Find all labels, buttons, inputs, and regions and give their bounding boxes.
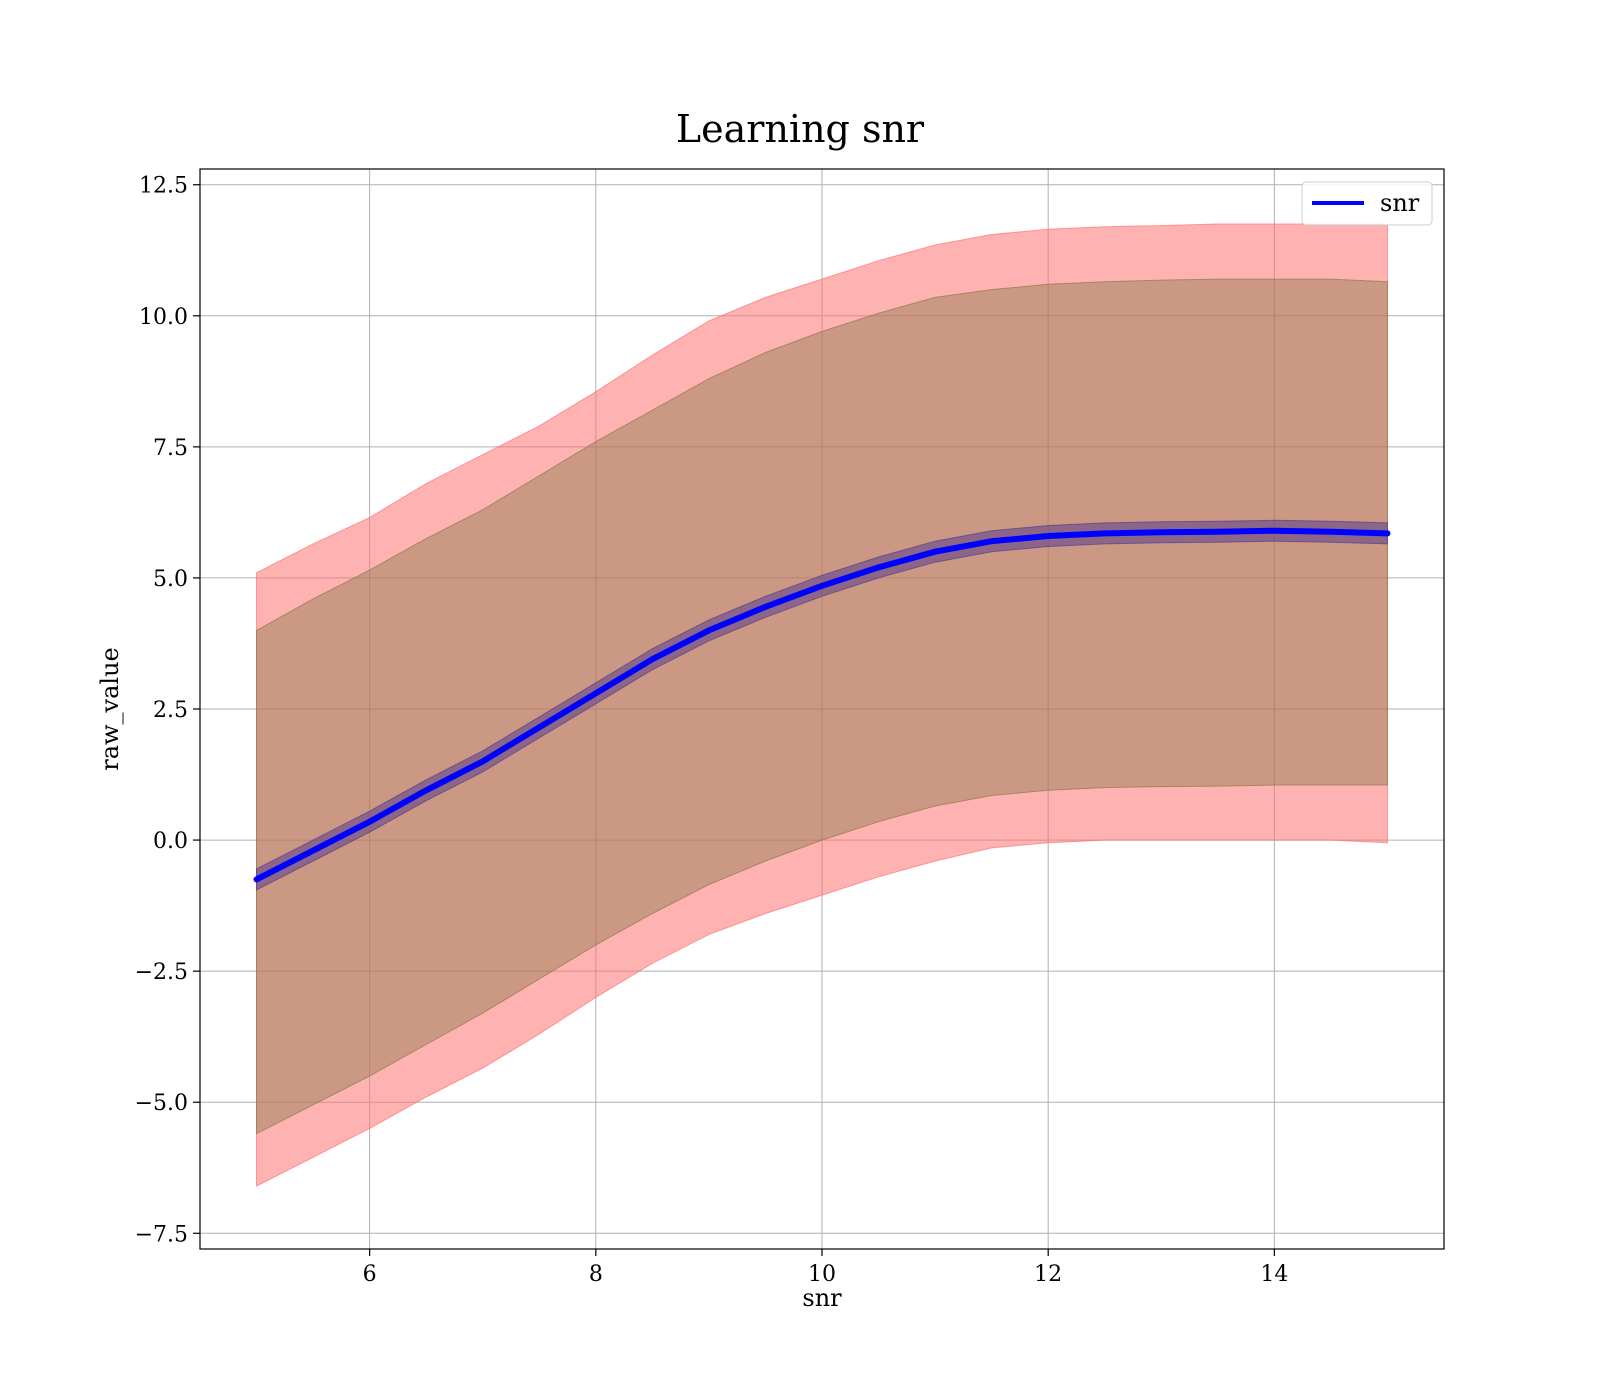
x-tick-label: 14 bbox=[1260, 1262, 1288, 1287]
confidence-bands bbox=[256, 223, 1388, 1187]
x-tick-label: 10 bbox=[808, 1262, 836, 1287]
y-tick-label: 5.0 bbox=[153, 567, 188, 592]
y-tick-label: −2.5 bbox=[135, 960, 188, 985]
x-axis-label: snr bbox=[802, 1284, 842, 1312]
y-tick-label: 0.0 bbox=[153, 829, 188, 854]
legend: snr bbox=[1301, 181, 1433, 226]
band-1 bbox=[256, 278, 1388, 1135]
y-tick-label: −5.0 bbox=[135, 1091, 188, 1116]
y-tick-label: 12.5 bbox=[139, 174, 188, 199]
chart-title: Learning snr bbox=[676, 107, 925, 151]
y-axis-label: raw_value bbox=[96, 647, 124, 771]
y-axis-ticks: −7.5 −5.0 −2.5 0.0 2.5 5.0 7.5 10.0 12.5 bbox=[135, 174, 200, 1247]
y-tick-label: 10.0 bbox=[139, 305, 188, 330]
y-tick-label: 7.5 bbox=[153, 436, 188, 461]
series-line-snr bbox=[253, 527, 1391, 883]
y-tick-label: 2.5 bbox=[153, 698, 188, 723]
x-axis-ticks: 6 8 10 12 14 bbox=[363, 1249, 1288, 1287]
band-2 bbox=[256, 519, 1388, 891]
y-tick-label: −7.5 bbox=[135, 1222, 188, 1247]
legend-box bbox=[1301, 181, 1433, 226]
x-tick-label: 8 bbox=[589, 1262, 603, 1287]
series-lines bbox=[253, 527, 1391, 883]
legend-label-snr: snr bbox=[1380, 189, 1420, 217]
band-0 bbox=[256, 223, 1388, 1187]
x-tick-label: 12 bbox=[1034, 1262, 1062, 1287]
x-tick-label: 6 bbox=[363, 1262, 377, 1287]
